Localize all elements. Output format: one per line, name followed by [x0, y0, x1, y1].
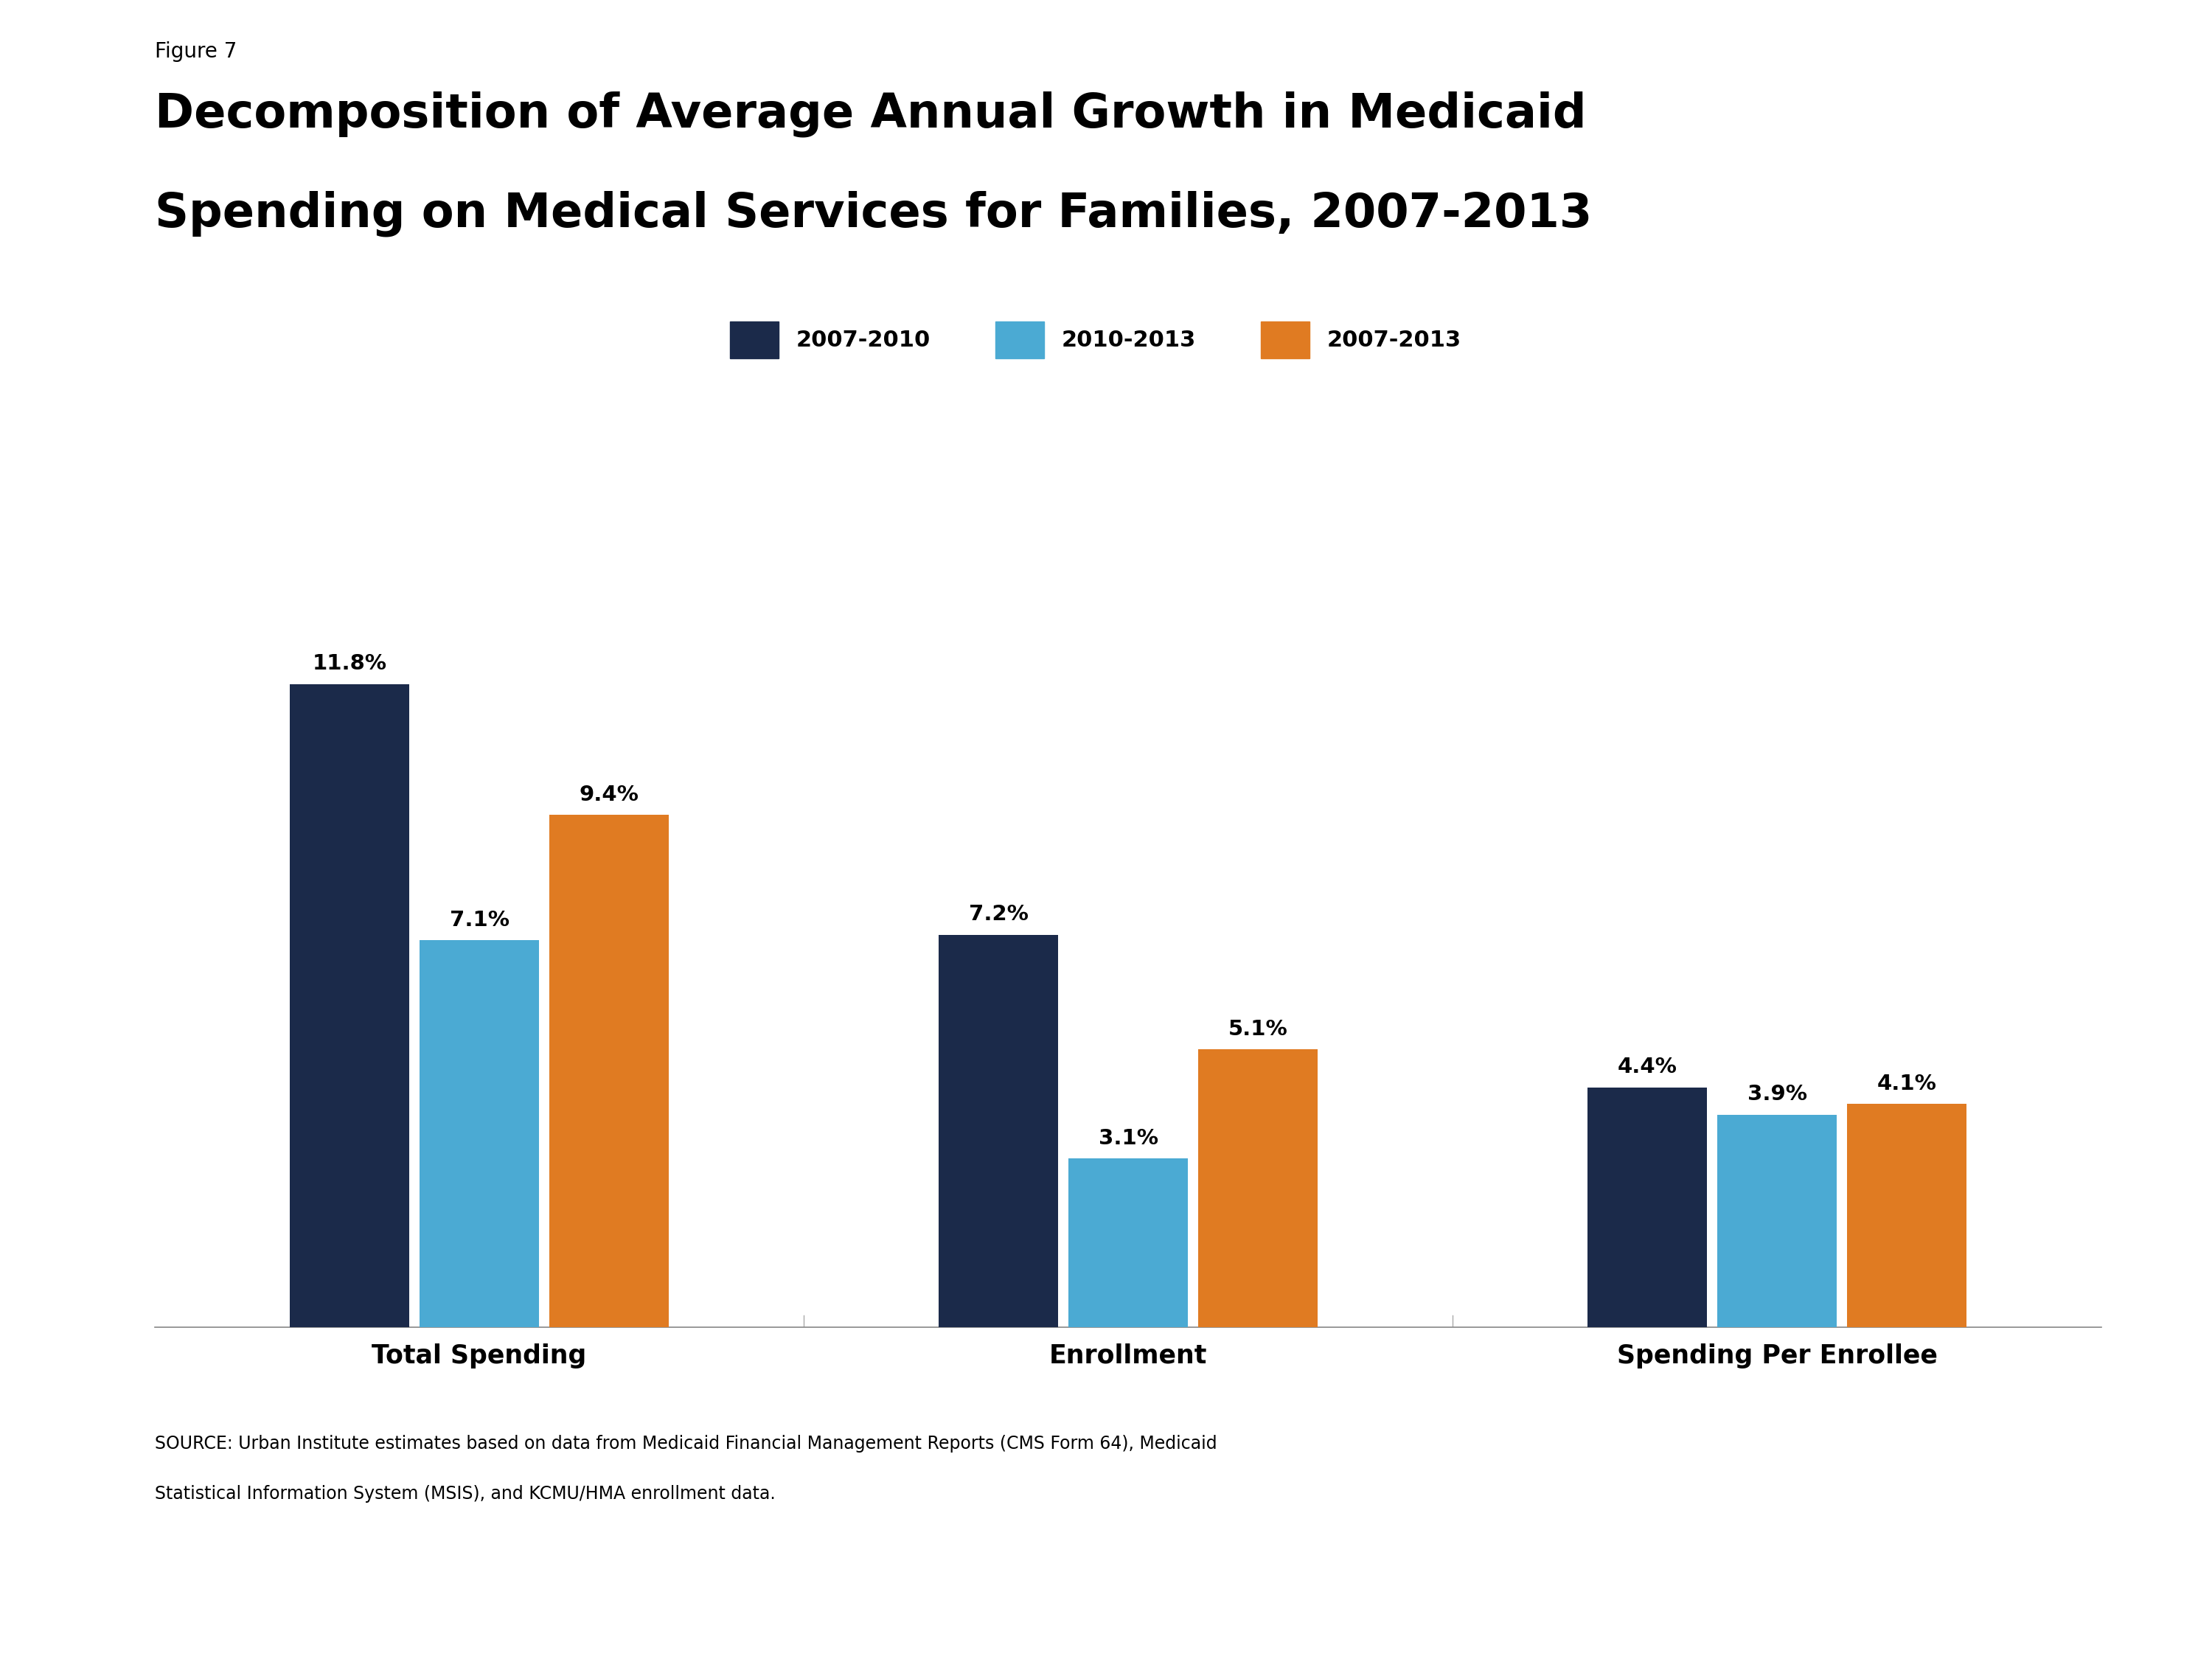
Text: 9.4%: 9.4%	[580, 785, 639, 805]
Text: 7.2%: 7.2%	[969, 904, 1029, 926]
Text: Spending on Medical Services for Families, 2007-2013: Spending on Medical Services for Familie…	[155, 191, 1593, 237]
Text: 2007-2010: 2007-2010	[796, 330, 931, 350]
Text: SOURCE: Urban Institute estimates based on data from Medicaid Financial Manageme: SOURCE: Urban Institute estimates based …	[155, 1435, 1217, 1453]
Text: 4.4%: 4.4%	[1617, 1057, 1677, 1078]
Text: THE HENRY J.: THE HENRY J.	[2020, 1397, 2075, 1407]
Text: Statistical Information System (MSIS), and KCMU/HMA enrollment data.: Statistical Information System (MSIS), a…	[155, 1485, 776, 1503]
Bar	[420, 941, 540, 1327]
Bar	[1847, 1103, 1966, 1327]
Text: KAISER: KAISER	[2006, 1430, 2088, 1450]
Text: 5.1%: 5.1%	[1228, 1019, 1287, 1040]
Text: 3.1%: 3.1%	[1097, 1128, 1159, 1148]
Text: 4.1%: 4.1%	[1878, 1073, 1935, 1093]
Text: 2007-2013: 2007-2013	[1327, 330, 1462, 350]
Bar	[1717, 1115, 1836, 1327]
Text: 11.8%: 11.8%	[312, 654, 387, 674]
Text: 3.9%: 3.9%	[1747, 1083, 1807, 1105]
Bar	[1199, 1048, 1318, 1327]
Text: FOUNDATION: FOUNDATION	[2020, 1528, 2075, 1538]
Text: Figure 7: Figure 7	[155, 41, 237, 61]
Bar	[1588, 1087, 1708, 1327]
Bar	[290, 684, 409, 1327]
Text: 7.1%: 7.1%	[449, 909, 509, 931]
Bar	[1068, 1158, 1188, 1327]
Text: 2010-2013: 2010-2013	[1062, 330, 1197, 350]
Text: Decomposition of Average Annual Growth in Medicaid: Decomposition of Average Annual Growth i…	[155, 91, 1586, 138]
Bar	[549, 815, 668, 1327]
Bar	[938, 934, 1057, 1327]
Text: FAMILY: FAMILY	[2022, 1473, 2073, 1486]
